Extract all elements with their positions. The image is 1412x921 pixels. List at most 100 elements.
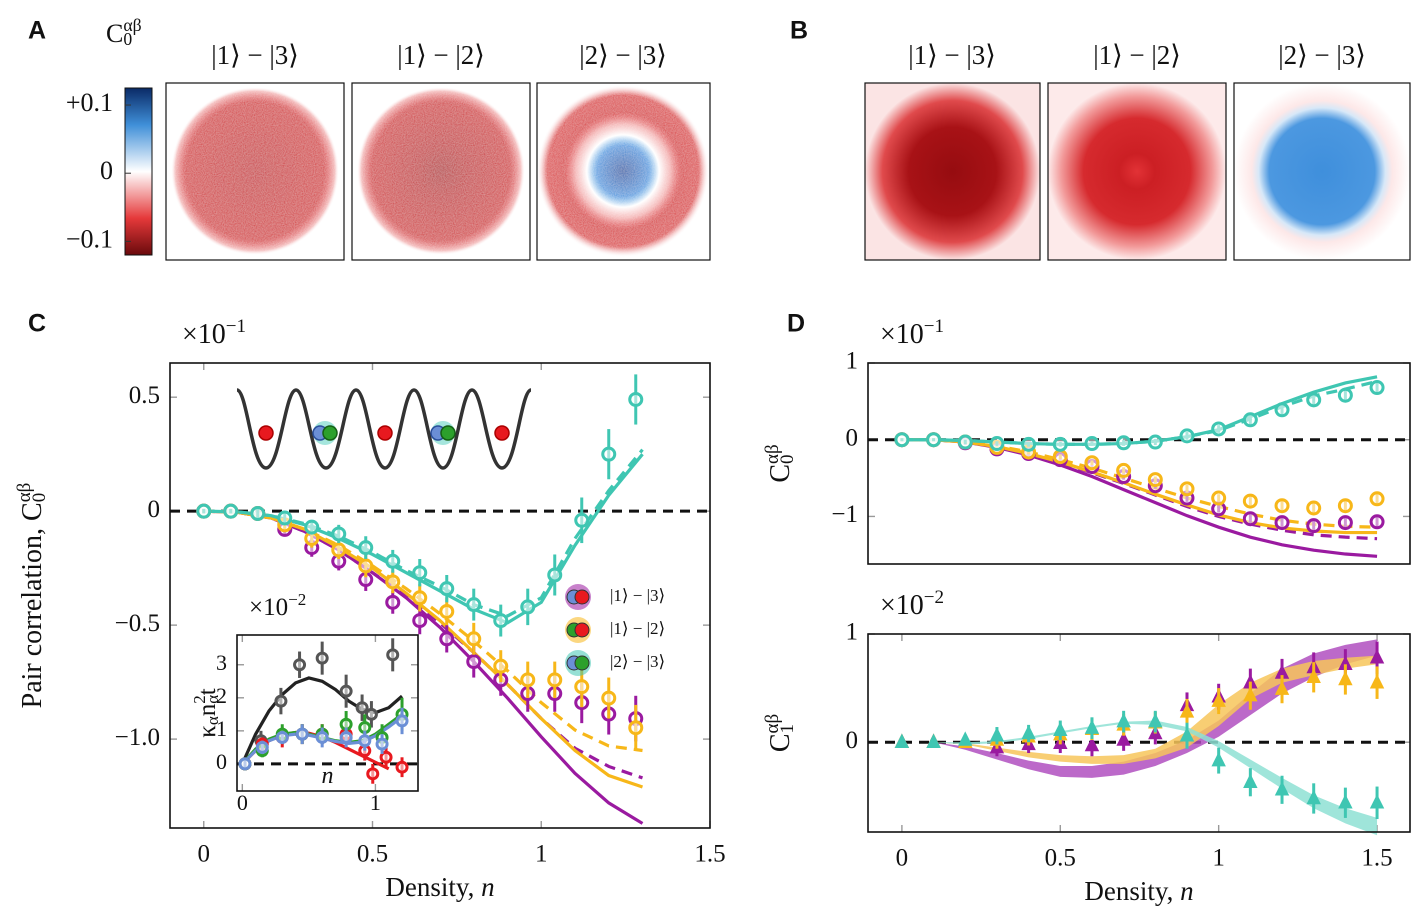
math-sup: αβ (123, 15, 141, 35)
data-point (1084, 719, 1100, 734)
x-tick-label: 0 (896, 845, 909, 872)
data-point (358, 734, 372, 748)
panel-label: B (790, 17, 808, 45)
y-tick-label: 0.5 (129, 382, 160, 409)
data-point (412, 565, 428, 581)
data-point (957, 434, 973, 450)
axis-multiplier: ×10−2 (880, 587, 944, 621)
theory-curve (901, 438, 1378, 529)
data-point (466, 631, 482, 647)
math-base: Density, (385, 872, 481, 902)
y-tick-label: 0 (216, 749, 227, 774)
theory-curve (901, 379, 1378, 446)
data-point (989, 727, 1005, 742)
data-point (1116, 435, 1132, 451)
math-sub: α (203, 716, 222, 725)
data-point (1084, 455, 1100, 471)
theory-curve (901, 375, 1378, 446)
data-point (439, 603, 455, 619)
data-point (274, 694, 288, 708)
data-point (520, 599, 536, 615)
data-point (293, 658, 307, 672)
data-point (1116, 712, 1131, 728)
math-base: n (481, 872, 495, 902)
data-point (439, 581, 455, 597)
theory-curve (203, 448, 644, 618)
data-point (412, 590, 428, 606)
x-tick-label: 0 (237, 790, 248, 815)
math-base: C (765, 464, 796, 483)
data-point (358, 558, 374, 574)
math-base: ×10 (182, 319, 226, 350)
legend-marker (574, 589, 590, 605)
band (901, 655, 1378, 764)
data-point (1274, 402, 1290, 418)
data-point (1274, 781, 1290, 796)
x-tick-label: 1.5 (1361, 845, 1392, 872)
math-sup: αβ (762, 714, 783, 734)
theory-curve (901, 438, 1378, 558)
data-point (1338, 670, 1353, 686)
data-point (339, 730, 353, 744)
data-point (255, 740, 269, 754)
lattice-diagram (236, 388, 532, 470)
data-point (1148, 712, 1163, 728)
data-point (375, 737, 389, 751)
data-point (275, 730, 289, 744)
y-tick-label: 3 (216, 650, 227, 675)
data-point (238, 757, 252, 771)
math-sub: 0 (29, 493, 50, 503)
data-point (295, 727, 309, 741)
data-point (1147, 434, 1163, 450)
data-point (386, 648, 400, 662)
axis-multiplier: ×10−2 (249, 590, 306, 621)
data-point (366, 767, 380, 781)
data-point (315, 651, 329, 665)
image-title: |1⟩ − |2⟩ (397, 40, 485, 70)
x-tick-label: 1 (1212, 845, 1225, 872)
data-point (493, 613, 509, 629)
y-tick-label: −0.5 (115, 610, 160, 637)
image (165, 82, 345, 261)
data-point (1369, 380, 1385, 396)
data-point (1242, 493, 1258, 509)
data-point (1306, 668, 1321, 684)
math-sup: αβ (762, 444, 783, 464)
data-point (331, 542, 347, 558)
colorbar (124, 87, 153, 256)
x-tick-label: 0 (198, 841, 211, 868)
data-point (1021, 724, 1036, 740)
data-point (277, 510, 293, 526)
data-point (466, 654, 482, 670)
data-point (385, 594, 401, 610)
math-base: C (765, 733, 796, 752)
data-point (1242, 511, 1258, 527)
data-point (1274, 498, 1290, 514)
data-point (1211, 692, 1226, 707)
axes-frame (169, 362, 711, 829)
y-tick-label: 0 (846, 727, 859, 754)
data-point (1084, 436, 1100, 452)
data-point (1306, 789, 1321, 805)
y-tick-label: 1 (216, 716, 227, 741)
y-tick-label: 2 (216, 683, 227, 708)
data-point (1369, 649, 1385, 664)
data-point (412, 613, 428, 629)
data-point (1306, 500, 1322, 516)
data-point (1116, 462, 1132, 478)
x-tick-label: 1 (370, 790, 381, 815)
math-base: ×10 (249, 594, 288, 621)
data-point (520, 672, 536, 688)
data-point (1179, 481, 1195, 497)
axis-multiplier: ×10−1 (880, 316, 944, 350)
math-sub: 0 (777, 454, 798, 464)
data-point (379, 750, 393, 764)
y-tick-label: −1.0 (115, 724, 160, 751)
data-point (1243, 686, 1258, 702)
data-point (395, 760, 409, 774)
data-point (628, 720, 644, 736)
data-point (926, 432, 942, 448)
y-tick-label: 1 (846, 348, 859, 375)
data-point (196, 503, 212, 519)
axes-frame (236, 634, 419, 792)
